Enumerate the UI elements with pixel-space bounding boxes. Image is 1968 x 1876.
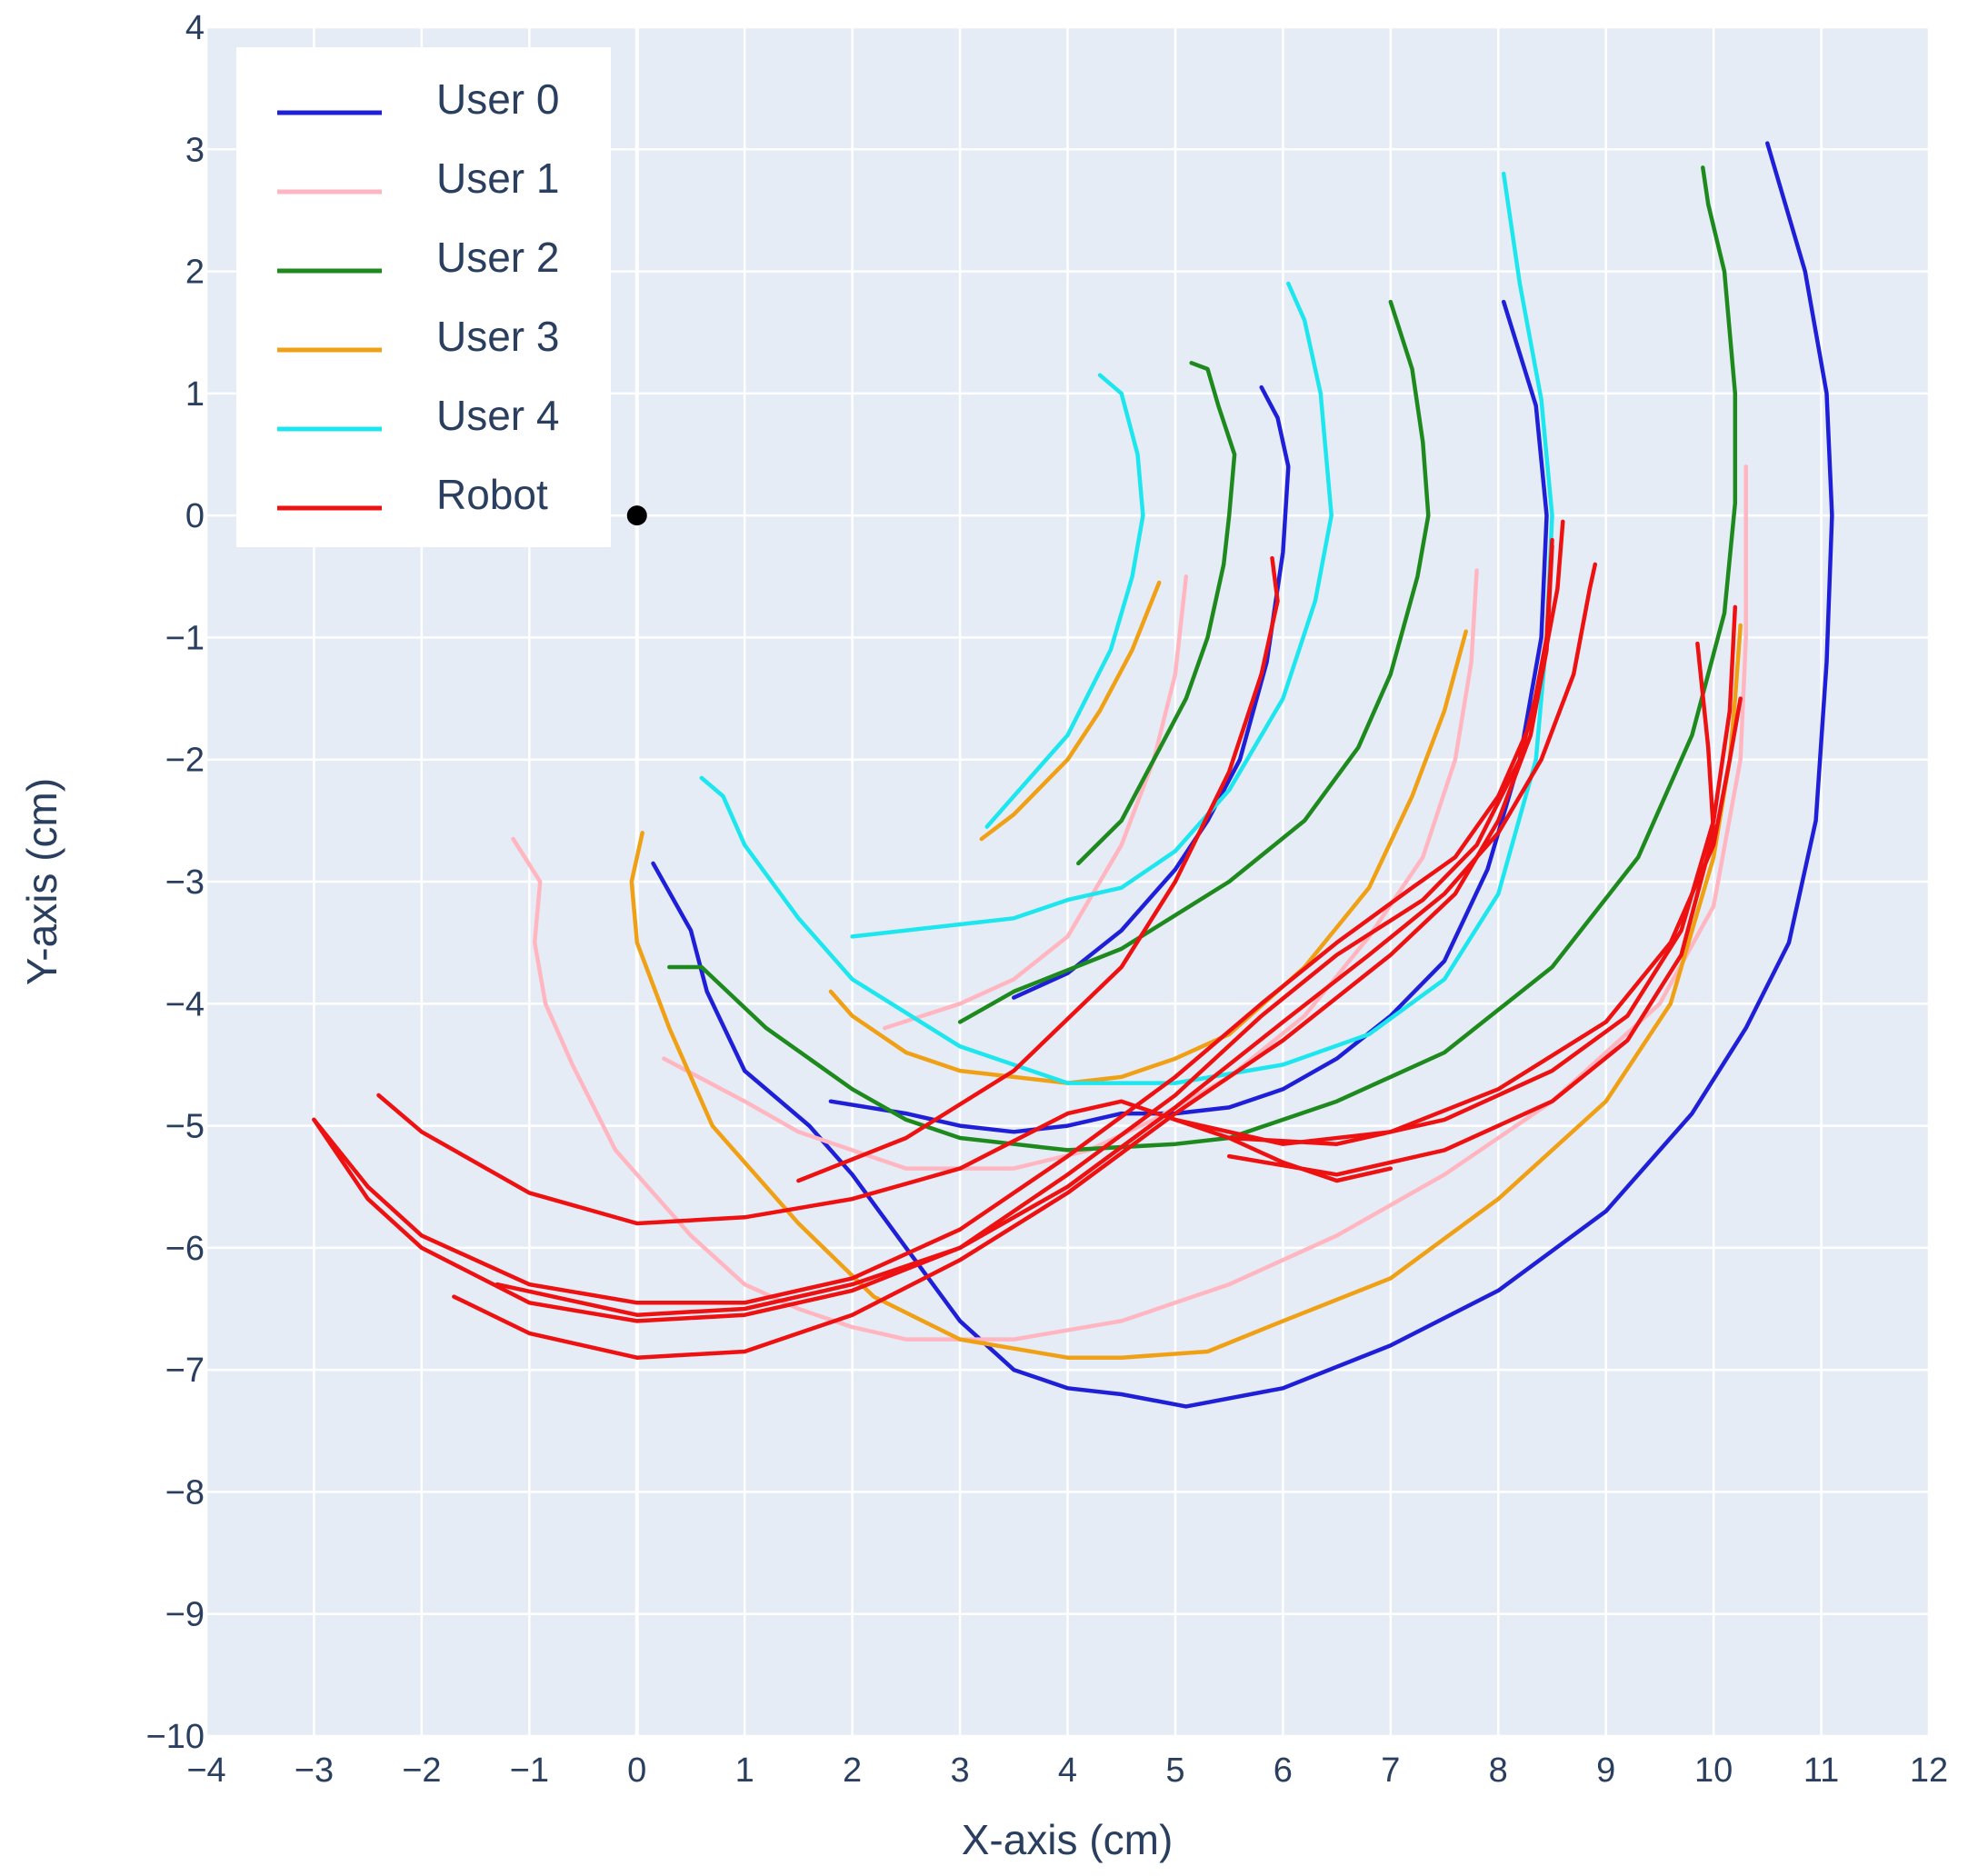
x-tick-label: 5 <box>1165 1751 1184 1790</box>
x-tick-label: 1 <box>735 1751 754 1790</box>
legend: User 0 User 1 User 2 User 3 User 4 Robot <box>236 47 611 547</box>
trajectory-line <box>957 299 1431 1024</box>
x-tick-label: 9 <box>1596 1751 1615 1790</box>
legend-box <box>236 47 611 547</box>
legend-item: Robot <box>277 471 548 518</box>
y-tick-label: −5 <box>165 1108 205 1146</box>
trajectory-line <box>796 555 1280 1183</box>
x-tick-label: 6 <box>1274 1751 1293 1790</box>
series-robot <box>312 519 1743 1360</box>
trajectory-line <box>850 281 1334 939</box>
x-tick-label: 10 <box>1694 1751 1733 1790</box>
y-tick-label: −9 <box>165 1596 205 1634</box>
legend-item: User 3 <box>277 313 559 360</box>
trajectory-line <box>979 580 1162 842</box>
trajectory-line <box>882 574 1189 1031</box>
trajectory-line <box>699 171 1554 1085</box>
trajectory-line <box>828 299 1549 1134</box>
x-tick-label: 12 <box>1910 1751 1948 1790</box>
x-tick-label: −4 <box>186 1751 225 1790</box>
x-tick-label: −3 <box>295 1751 334 1790</box>
legend-item: User 2 <box>277 234 559 281</box>
x-tick-label: 8 <box>1489 1751 1508 1790</box>
trajectory-line <box>312 519 1565 1323</box>
y-axis-title: Y-axis (cm) <box>18 778 65 985</box>
legend-item: User 1 <box>277 155 559 202</box>
y-tick-label: −6 <box>165 1230 205 1268</box>
trajectory-line <box>376 1093 1394 1226</box>
series-user-0 <box>651 141 1834 1409</box>
trajectory-line <box>494 562 1598 1317</box>
y-tick-label: −4 <box>165 985 205 1023</box>
trajectory-line <box>312 537 1554 1305</box>
y-tick-label: 2 <box>185 254 205 292</box>
x-axis-title: X-axis (cm) <box>962 1816 1174 1863</box>
x-tick-label: 11 <box>1803 1751 1839 1790</box>
trajectory-line <box>452 544 1554 1360</box>
trajectory-line <box>828 629 1468 1085</box>
series-lines <box>312 141 1834 1409</box>
y-tick-label: −10 <box>146 1718 205 1756</box>
y-tick-label: 3 <box>185 131 205 169</box>
trajectory-line <box>1226 641 1716 1177</box>
y-tick-label: −3 <box>165 863 205 902</box>
series-user-2 <box>667 165 1738 1153</box>
y-tick-label: −7 <box>165 1352 205 1390</box>
trajectory-line <box>651 141 1834 1409</box>
legend-label: Robot <box>436 471 548 518</box>
y-tick-label: 1 <box>185 375 205 414</box>
legend-label: User 3 <box>436 313 559 360</box>
legend-label: User 1 <box>436 155 559 202</box>
x-tick-label: 3 <box>950 1751 969 1790</box>
x-tick-label: 0 <box>627 1751 646 1790</box>
trajectory-line <box>1076 361 1237 866</box>
trajectory-line <box>1173 696 1743 1146</box>
trajectory-line <box>629 623 1743 1360</box>
legend-item: User 4 <box>277 392 559 439</box>
x-tick-label: −1 <box>510 1751 549 1790</box>
trajectory-line <box>662 568 1479 1171</box>
y-tick-label: −8 <box>165 1473 205 1512</box>
legend-label: User 2 <box>436 234 559 281</box>
x-tick-label: 7 <box>1381 1751 1400 1790</box>
legend-item: User 0 <box>277 75 559 123</box>
x-tick-labels: −4 −3 −2 −1 0 1 2 3 4 5 6 7 8 9 10 11 12 <box>186 1751 1948 1790</box>
trajectory-line <box>1012 384 1291 1000</box>
y-tick-label: −1 <box>165 619 205 657</box>
legend-label: User 0 <box>436 75 559 123</box>
y-tick-label: 0 <box>185 497 205 535</box>
legend-label: User 4 <box>436 392 559 439</box>
x-tick-label: −2 <box>402 1751 441 1790</box>
y-tick-label: 4 <box>185 9 205 47</box>
trajectory-line <box>984 373 1145 829</box>
origin-marker <box>626 505 647 526</box>
trajectory-line <box>667 165 1738 1153</box>
x-tick-label: 2 <box>843 1751 862 1790</box>
x-tick-label: 4 <box>1058 1751 1077 1790</box>
series-user-3 <box>629 580 1743 1360</box>
series-user-4 <box>699 171 1554 1085</box>
y-tick-label: −2 <box>165 742 205 780</box>
